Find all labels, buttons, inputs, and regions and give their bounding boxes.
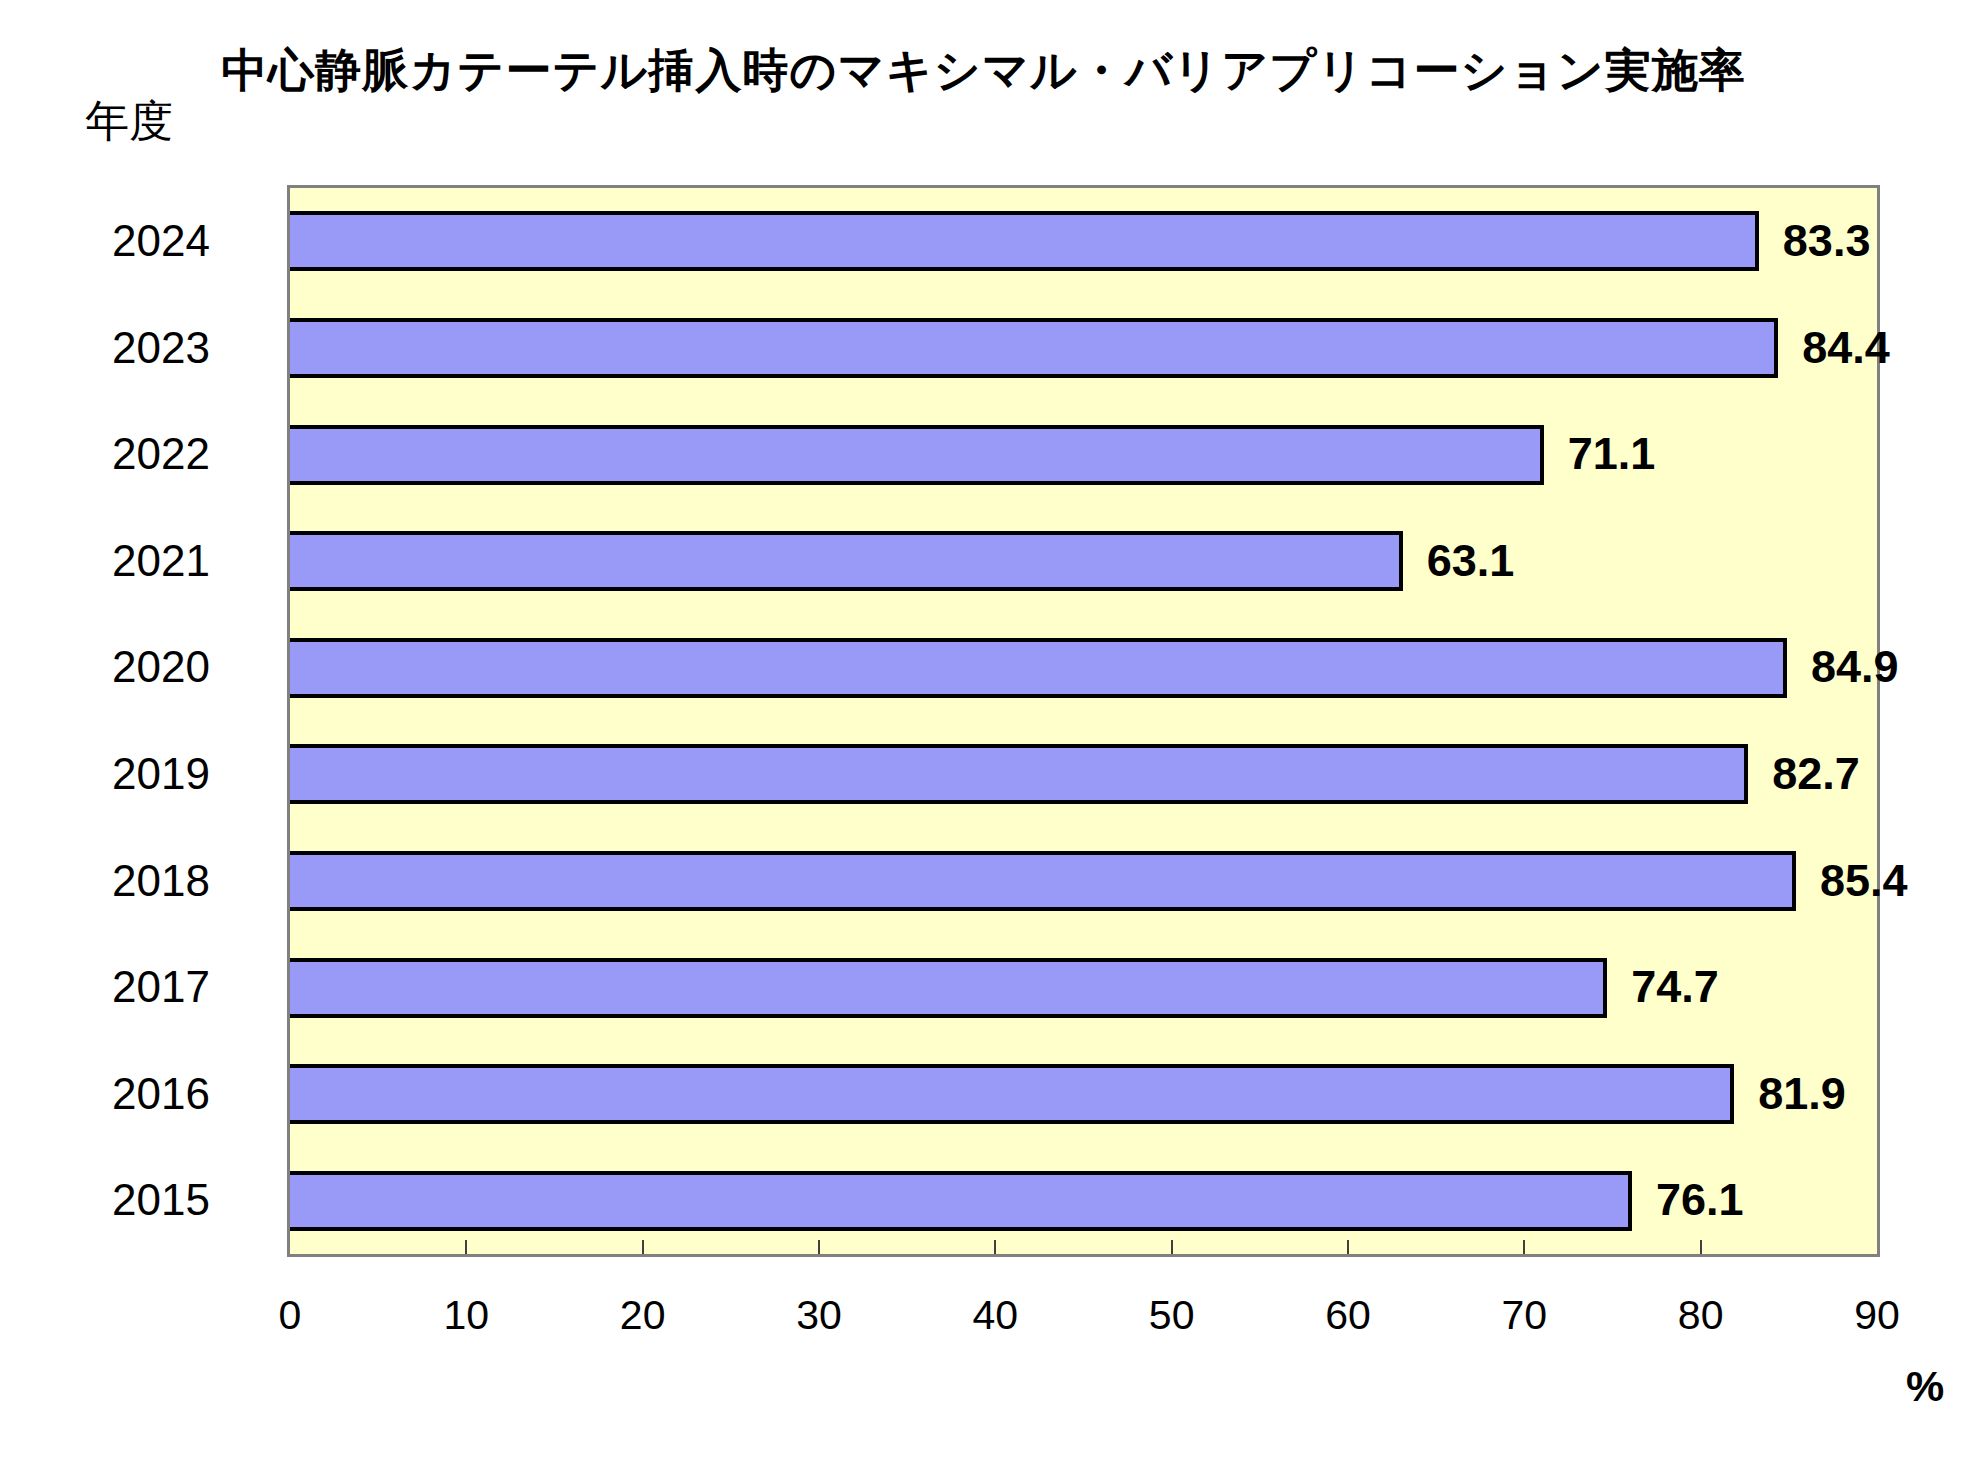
bar-2022 <box>290 425 1544 485</box>
x-axis-tick-mark <box>1347 1240 1349 1254</box>
bar-2019 <box>290 744 1748 804</box>
value-label: 63.1 <box>1427 508 1515 615</box>
x-axis-tick-label: 50 <box>1112 1292 1232 1339</box>
x-axis-tick-mark <box>1523 1240 1525 1254</box>
value-label: 83.3 <box>1783 188 1871 295</box>
value-label: 76.1 <box>1656 1147 1744 1254</box>
x-axis-tick-label: 30 <box>759 1292 879 1339</box>
x-axis-tick-label: 80 <box>1641 1292 1761 1339</box>
bar-2024 <box>290 211 1759 271</box>
x-axis-tick-label: 10 <box>406 1292 526 1339</box>
bar-2018 <box>290 851 1796 911</box>
x-axis-tick-mark <box>1171 1240 1173 1254</box>
x-axis-unit-label: % <box>1880 1362 1967 1411</box>
bar-2021 <box>290 531 1403 591</box>
x-axis-tick-label: 40 <box>935 1292 1055 1339</box>
y-axis-title: 年度 <box>85 92 173 151</box>
category-label: 2016 <box>0 1041 210 1148</box>
x-axis-tick-label: 70 <box>1464 1292 1584 1339</box>
category-label: 2020 <box>0 614 210 721</box>
x-axis-tick-label: 0 <box>230 1292 350 1339</box>
bar-2020 <box>290 638 1787 698</box>
x-axis-tick-label: 20 <box>583 1292 703 1339</box>
category-label: 2022 <box>0 401 210 508</box>
bar-2017 <box>290 958 1607 1018</box>
value-label: 71.1 <box>1568 401 1656 508</box>
category-label: 2019 <box>0 721 210 828</box>
x-axis-tick-mark <box>465 1240 467 1254</box>
x-axis-tick-mark <box>818 1240 820 1254</box>
chart-title: 中心静脈カテーテル挿入時のマキシマル・バリアプリコーション実施率 <box>0 40 1967 102</box>
category-label: 2024 <box>0 188 210 295</box>
x-axis-tick-label: 90 <box>1817 1292 1937 1339</box>
category-label: 2018 <box>0 828 210 935</box>
bar-2023 <box>290 318 1778 378</box>
category-label: 2021 <box>0 508 210 615</box>
category-label: 2023 <box>0 295 210 402</box>
x-axis-tick-label: 60 <box>1288 1292 1408 1339</box>
value-label: 84.4 <box>1802 295 1890 402</box>
bar-2016 <box>290 1064 1734 1124</box>
value-label: 84.9 <box>1811 614 1899 721</box>
x-axis-tick-mark <box>642 1240 644 1254</box>
value-label: 85.4 <box>1820 828 1908 935</box>
x-axis-tick-mark <box>994 1240 996 1254</box>
bar-2015 <box>290 1171 1632 1231</box>
chart-canvas: 中心静脈カテーテル挿入時のマキシマル・バリアプリコーション実施率 年度 2024… <box>0 0 1967 1473</box>
value-label: 74.7 <box>1631 934 1719 1041</box>
value-label: 82.7 <box>1772 721 1860 828</box>
category-label: 2015 <box>0 1147 210 1254</box>
category-label: 2017 <box>0 934 210 1041</box>
plot-area <box>287 185 1880 1257</box>
value-label: 81.9 <box>1758 1041 1846 1148</box>
